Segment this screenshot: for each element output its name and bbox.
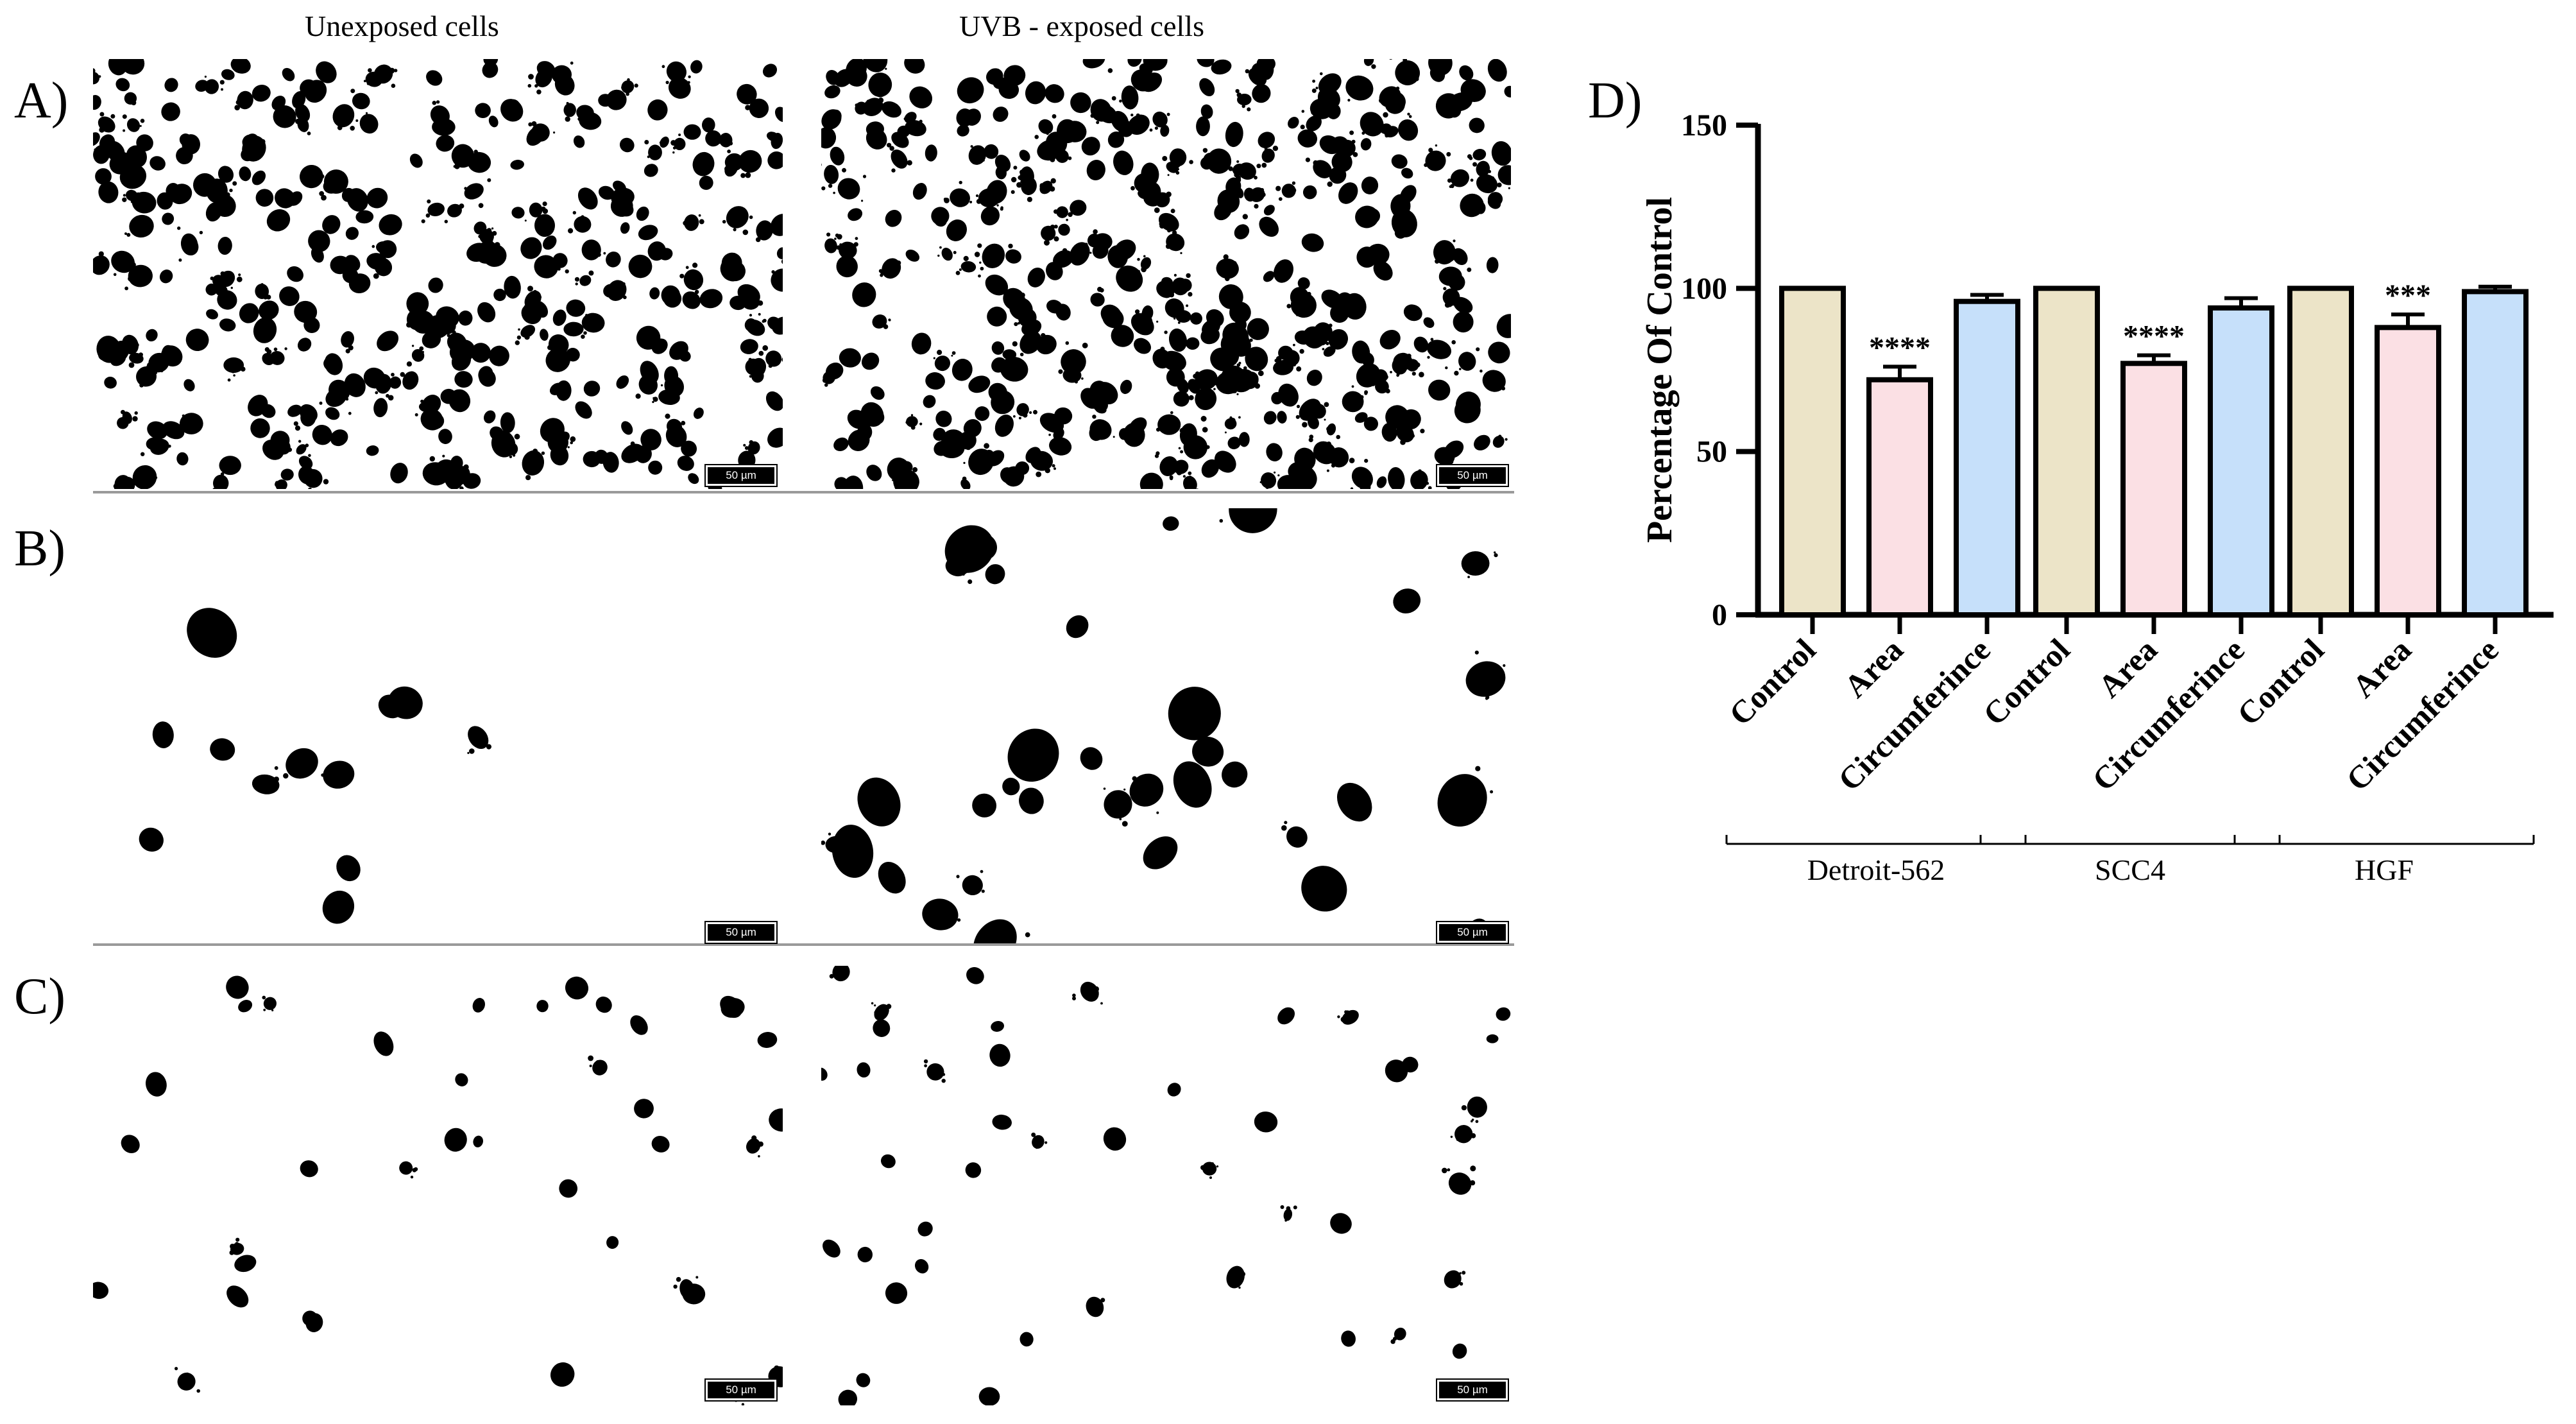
- x-tick-label: Control: [1722, 631, 1823, 732]
- significance-label: ****: [2123, 320, 2185, 354]
- scale-bar: 50 µm: [1436, 921, 1509, 944]
- scale-bar: 50 µm: [704, 1378, 778, 1402]
- scale-bar: 50 µm: [1436, 1378, 1509, 1402]
- y-tick-label: 100: [1681, 271, 1727, 305]
- micrograph-a-uvb: [821, 59, 1511, 489]
- bar: [1779, 286, 1846, 617]
- significance-label: ****: [1869, 330, 1931, 365]
- group-label: SCC4: [2095, 854, 2165, 886]
- x-tick-label: Control: [1976, 631, 2077, 732]
- scale-bar: 50 µm: [704, 921, 778, 944]
- row-divider-bc: [93, 943, 1514, 946]
- bar: [2287, 286, 2354, 617]
- column-title-unexposed: Unexposed cells: [305, 10, 499, 42]
- y-tick-label: 50: [1696, 435, 1727, 469]
- micrograph-b-unexposed: [93, 508, 783, 943]
- micrograph-c-uvb: [821, 966, 1511, 1405]
- y-tick-label: 0: [1712, 598, 1727, 632]
- x-tick-label: Circumferince: [2085, 631, 2251, 798]
- bar-chart: 0 50 100 150 Percentage Of Control Control ***…: [1640, 108, 2554, 886]
- x-tick-label: Area: [2345, 631, 2418, 705]
- x-tick-label: Circumferince: [1831, 631, 1997, 798]
- scale-bar: 50 µm: [704, 464, 778, 487]
- micrograph-a-unexposed: [93, 59, 783, 489]
- panel-label-d: D): [1588, 73, 1642, 129]
- panel-label-b: B): [14, 520, 65, 577]
- x-tick-label: Area: [1837, 631, 1910, 705]
- panel-label-a: A): [14, 73, 69, 129]
- x-tick-label: Circumferince: [2339, 631, 2505, 798]
- group-label: Detroit-562: [1807, 854, 1945, 886]
- micrograph-b-uvb: [821, 508, 1511, 943]
- column-title-uvb-exposed: UVB - exposed cells: [959, 10, 1204, 42]
- bar: [2375, 325, 2441, 617]
- row-divider-ab: [93, 491, 1514, 493]
- y-tick-label: 150: [1681, 108, 1727, 142]
- bar: [2208, 305, 2274, 617]
- bar: [2033, 286, 2100, 617]
- micrograph-c-unexposed: [93, 966, 783, 1405]
- panel-label-c: C): [14, 968, 65, 1025]
- y-axis-label: Percentage Of Control: [1640, 197, 1680, 543]
- bar: [1866, 377, 1933, 617]
- x-tick-label: Area: [2091, 631, 2164, 705]
- group-label: HGF: [2355, 854, 2414, 886]
- bar: [2120, 361, 2187, 617]
- bar: [1954, 298, 2020, 617]
- x-tick-label: Control: [2230, 631, 2331, 732]
- scale-bar: 50 µm: [1436, 464, 1509, 487]
- significance-label: ***: [2385, 279, 2431, 313]
- bar: [2462, 289, 2529, 617]
